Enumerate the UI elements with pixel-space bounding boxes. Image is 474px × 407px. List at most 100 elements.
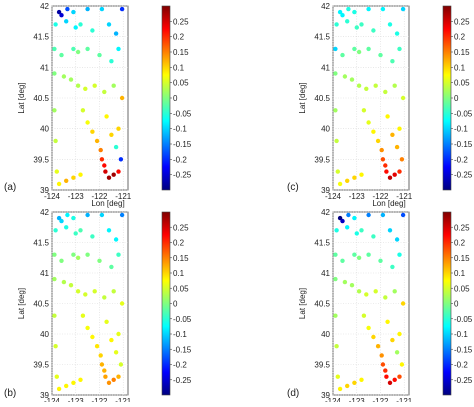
data-point [71, 9, 76, 15]
data-point [364, 86, 369, 92]
data-point [65, 212, 70, 218]
colorbar-tick-label: -0.05 [173, 315, 192, 324]
data-point [399, 362, 405, 367]
data-point [54, 374, 59, 379]
data-point [349, 283, 355, 288]
data-point [113, 144, 119, 150]
data-point [109, 264, 114, 270]
data-point [53, 138, 58, 144]
data-point [340, 258, 345, 263]
data-point [116, 374, 121, 379]
y-tick-label: 40.5 [33, 94, 49, 103]
panel-c: -124 -123 -122 -121 39 39.5 40 40.5 41 41.5 42 Lon … [287, 2, 473, 208]
colorbar-tick-label: -0.15 [173, 140, 192, 149]
data-point [397, 126, 402, 131]
colorbar-tick-label: -0.15 [454, 345, 473, 354]
y-tick-label: 41 [321, 63, 330, 72]
data-point [61, 74, 67, 79]
data-point [354, 231, 359, 236]
data-point [352, 175, 357, 180]
data-point [56, 215, 62, 221]
data-point [397, 252, 402, 257]
data-point [94, 138, 100, 144]
colorbar [442, 5, 452, 191]
x-tick-label: -121 [396, 397, 413, 402]
data-point [71, 380, 76, 385]
data-point [106, 22, 112, 27]
x-tick-label: -124 [44, 192, 61, 201]
panel-d: -124-123-122-1213939.54040.54141.542Lon … [287, 208, 473, 407]
colorbar-tick-label: 0.05 [454, 284, 470, 293]
colorbar-tick-label: -0.2 [173, 361, 187, 370]
data-point [352, 46, 357, 52]
y-tick-label: 39 [321, 391, 330, 400]
y-axis-label: Lat [deg] [298, 82, 307, 113]
data-point [63, 178, 69, 183]
colorbar [161, 5, 171, 191]
data-point [392, 83, 397, 88]
data-point [75, 289, 81, 294]
y-tick-label: 42 [321, 208, 330, 217]
data-point [394, 237, 400, 242]
data-point [73, 231, 78, 236]
colorbar-tick-label: -0.1 [454, 125, 468, 134]
colorbar-tick-label: -0.2 [173, 155, 187, 164]
colorbar-tick-label: 0.05 [454, 79, 470, 88]
data-point [53, 344, 58, 349]
data-point [333, 276, 338, 282]
y-tick-label: 39.5 [314, 155, 330, 164]
data-point [53, 228, 58, 233]
y-tick-label: 40.5 [314, 94, 330, 103]
data-point [359, 22, 364, 27]
data-point [397, 374, 402, 379]
data-point [390, 337, 395, 343]
data-point [75, 49, 81, 55]
data-point [73, 25, 78, 30]
y-tick-label: 40.5 [33, 300, 49, 309]
data-point [373, 83, 378, 88]
data-point [63, 19, 69, 24]
data-point [52, 252, 57, 257]
data-point [334, 22, 339, 27]
data-point [380, 6, 386, 12]
data-point [346, 6, 351, 12]
colorbar-tick-label: -0.15 [173, 345, 192, 354]
x-tick-label: -121 [115, 397, 132, 402]
colorbar-tick-label: 0.05 [173, 79, 189, 88]
y-tick-label: 40 [321, 330, 330, 339]
data-point [85, 6, 90, 12]
colorbar-tick-label: 0.2 [454, 239, 466, 248]
data-point [366, 46, 371, 52]
data-point [354, 25, 359, 30]
data-point [390, 132, 395, 137]
data-point [359, 228, 364, 233]
y-tick-label: 40 [40, 330, 49, 339]
data-point [359, 172, 364, 177]
data-point [379, 147, 384, 153]
data-point [83, 86, 88, 92]
colorbar-tick-label: 0.2 [173, 33, 185, 42]
x-tick-label: -123 [68, 397, 85, 402]
data-point [119, 6, 125, 12]
data-point [378, 52, 383, 58]
data-point [111, 377, 116, 382]
y-axis-label: Lat [deg] [17, 82, 26, 113]
data-point [352, 380, 357, 385]
data-point [52, 46, 57, 52]
data-point [97, 52, 102, 58]
y-tick-label: 41.5 [33, 33, 49, 42]
data-point [385, 114, 390, 119]
colorbar-tick-label: 0 [173, 94, 178, 103]
data-point [334, 228, 339, 233]
data-point [116, 169, 121, 174]
data-point [345, 225, 350, 230]
data-point [366, 6, 371, 12]
data-point [104, 319, 109, 324]
data-point [106, 228, 112, 233]
data-point [375, 138, 381, 144]
data-point [333, 252, 338, 257]
data-point [97, 258, 102, 263]
data-point [352, 215, 357, 221]
colorbar-tick-label: 0 [454, 94, 459, 103]
data-point [385, 319, 390, 324]
